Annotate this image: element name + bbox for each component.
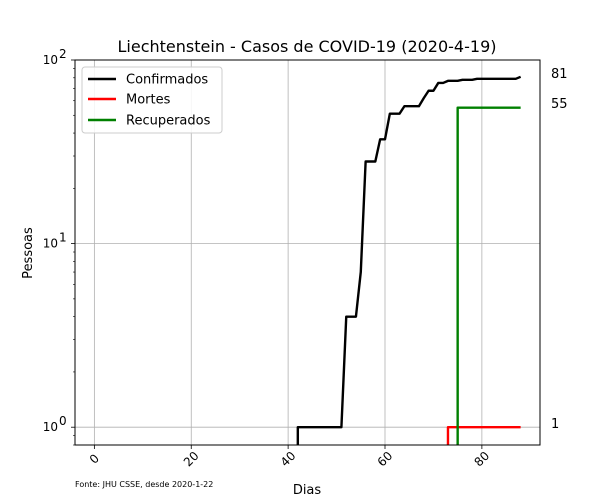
plot-frame (74, 59, 541, 446)
legend-box (81, 66, 223, 134)
y-tick-exponent: 1 (59, 231, 67, 245)
y-tick-label: 10 (43, 237, 58, 251)
y-tick-exponent: 2 (59, 47, 67, 61)
legend: Confirmados Mortes Recuperados (81, 66, 223, 134)
y-tick-exponent: 0 (59, 414, 67, 428)
series-line-recuperados (456, 106, 521, 445)
legend-label-mortes: Mortes (126, 93, 171, 108)
legend-label-confirmados: Confirmados (126, 73, 208, 88)
chart-title: Liechtenstein - Casos de COVID-19 (2020-… (118, 37, 497, 56)
end-label-confirmados: 81 (551, 67, 568, 82)
end-label-mortes: 1 (551, 417, 559, 432)
series-lines (296, 75, 522, 445)
series-line-mortes (446, 426, 521, 445)
source-note: Fonte: JHU CSSE, desde 2020-1-22 (75, 480, 213, 489)
y-tick-label: 10 (43, 420, 58, 434)
legend-label-recuperados: Recuperados (126, 114, 211, 129)
y-tick-label: 10 (43, 53, 58, 67)
y-axis-label: Pessoas (21, 227, 36, 279)
end-label-recuperados: 55 (551, 97, 568, 112)
series-line-confirmados (296, 75, 522, 445)
x-axis-label: Dias (293, 483, 322, 498)
